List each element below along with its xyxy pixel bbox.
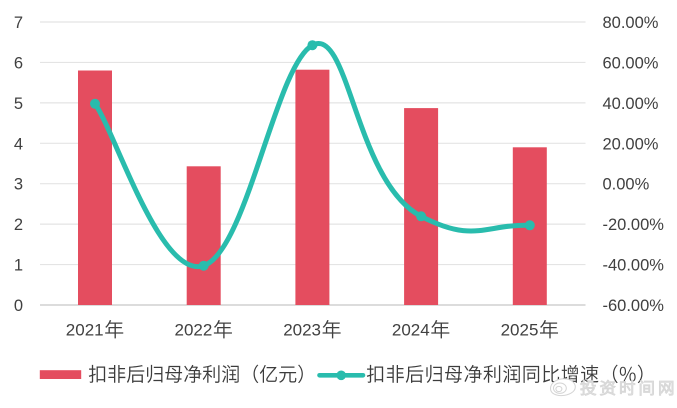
svg-text:20.00%: 20.00% [603,135,659,153]
svg-text:7: 7 [14,14,23,32]
svg-text:2025: 2025 [501,321,539,340]
svg-text:2023: 2023 [283,321,321,340]
svg-text:1: 1 [14,257,23,275]
svg-text:-60.00%: -60.00% [603,297,665,315]
svg-text:5: 5 [14,95,23,113]
svg-text:0.00%: 0.00% [603,176,650,194]
svg-text:2021: 2021 [66,321,104,340]
svg-text:0: 0 [14,297,23,315]
svg-text:2: 2 [14,216,23,234]
svg-text:40.00%: 40.00% [603,95,659,113]
svg-text:60.00%: 60.00% [603,54,659,72]
svg-text:2024: 2024 [392,321,430,340]
svg-text:-40.00%: -40.00% [603,257,665,275]
svg-text:2022: 2022 [175,321,213,340]
svg-text:4: 4 [14,135,23,153]
svg-text:3: 3 [14,176,23,194]
svg-text:6: 6 [14,54,23,72]
svg-text:80.00%: 80.00% [603,14,659,32]
svg-text:-20.00%: -20.00% [603,216,665,234]
